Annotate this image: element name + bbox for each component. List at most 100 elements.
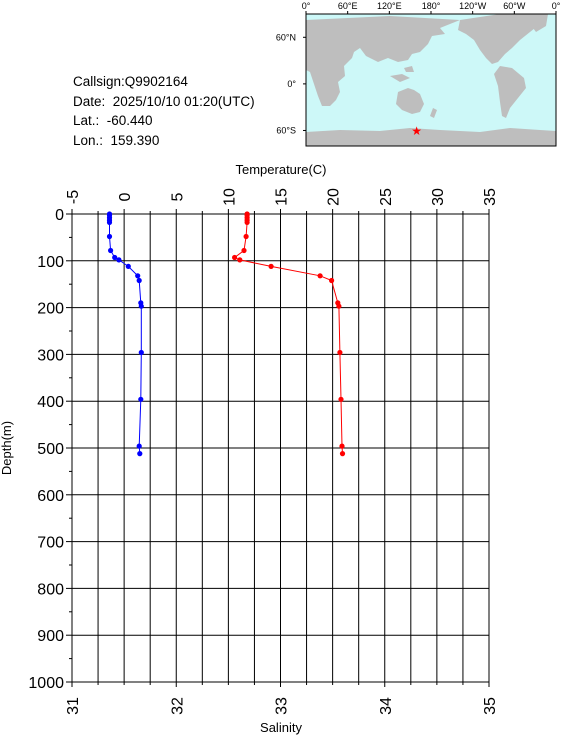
salinity-tick-label: 35 xyxy=(482,697,499,715)
temperature-data-point xyxy=(244,215,250,221)
salinity-data-point xyxy=(135,273,141,279)
temperature-tick-label: 5 xyxy=(169,192,186,201)
temperature-tick-label: 10 xyxy=(221,188,238,206)
depth-tick-label: 200 xyxy=(37,301,64,318)
temperature-data-point xyxy=(337,349,343,356)
temperature-tick-label: 15 xyxy=(274,188,291,206)
temperature-tick-label: -5 xyxy=(65,190,82,204)
map-land-australia xyxy=(396,88,424,114)
map-land-eurasia-africa xyxy=(306,16,460,106)
callsign-text: Callsign:Q9902164 xyxy=(73,74,188,89)
temperature-data-point xyxy=(244,217,250,223)
plot-frame xyxy=(71,213,490,683)
map-lon-label: 0° xyxy=(552,1,561,11)
salinity-tick-label: 32 xyxy=(169,697,186,715)
salinity-tick-labels: 31 32 33 34 35 xyxy=(65,697,499,715)
temperature-tick-labels: -5 0 5 10 15 20 25 30 35 xyxy=(65,188,499,206)
temperature-data-point xyxy=(244,212,250,218)
salinity-data-point xyxy=(106,211,113,217)
float-info: Callsign:Q9902164 Date: 2025/10/10 01:20… xyxy=(73,72,255,150)
map-land-africa-west xyxy=(302,60,306,72)
map-land xyxy=(302,14,556,146)
map-lon-label: 180° xyxy=(422,1,441,11)
temperature-axis-label: Temperature(C) xyxy=(235,162,326,177)
date-text: Date: 2025/10/10 01:20(UTC) xyxy=(73,93,255,109)
salinity-data-point xyxy=(125,263,131,269)
map-lon-label: 60°E xyxy=(338,1,358,11)
salinity-data-point xyxy=(138,396,144,402)
salinity-tick-label: 31 xyxy=(65,697,82,715)
temperature-tick-label: 25 xyxy=(378,188,395,206)
map-land-south-america xyxy=(494,66,526,118)
map-lat-label: 60°N xyxy=(276,32,296,42)
salinity-data-point xyxy=(137,451,143,457)
map-lon-label: 60°W xyxy=(503,1,526,11)
map-land-antarctica xyxy=(306,128,556,146)
temperature-data-point xyxy=(339,443,345,449)
salinity-data-point xyxy=(106,233,113,240)
depth-tick-label: 800 xyxy=(37,581,64,598)
map-land-north-america xyxy=(458,14,540,64)
salinity-data-point xyxy=(106,212,113,218)
depth-tick-label: 300 xyxy=(37,347,64,364)
salinity-data-point xyxy=(108,247,114,254)
salinity-data-point xyxy=(106,215,113,221)
salinity-tick-label: 34 xyxy=(378,697,395,715)
salinity-data-point xyxy=(136,443,142,449)
temperature-data-point xyxy=(243,233,249,240)
temperature-data-point xyxy=(336,303,342,309)
temperature-data-point xyxy=(268,263,274,269)
depth-tick-label: 1000 xyxy=(28,675,64,692)
float-location-marker: ★ xyxy=(411,124,422,138)
depth-tick-label: 600 xyxy=(37,488,64,505)
location-map: 0° 60°E 120°E 180° 120°W 60°W 0° 60°N 0° 60°S ★ xyxy=(276,1,561,147)
salinity-profile-line xyxy=(109,214,142,454)
depth-tick-label: 900 xyxy=(37,628,64,645)
salinity-data-point xyxy=(138,349,144,356)
map-lon-label: 120°E xyxy=(377,1,402,11)
temperature-data-point xyxy=(244,211,250,217)
depth-tick-label: 0 xyxy=(55,207,64,224)
map-longitude-labels: 0° 60°E 120°E 180° 120°W 60°W 0° xyxy=(302,1,561,11)
map-land-indonesia xyxy=(390,66,414,82)
temperature-data-point xyxy=(232,254,238,261)
temperature-data-point xyxy=(241,247,247,254)
depth-tick-label: 400 xyxy=(37,394,64,411)
salinity-data-point xyxy=(116,257,122,263)
map-lat-label: 60°S xyxy=(276,125,296,135)
temperature-data-point xyxy=(339,451,346,457)
temperature-data-point xyxy=(317,273,323,279)
salinity-axis-label: Salinity xyxy=(260,720,302,735)
salinity-data-point xyxy=(106,217,113,223)
temperature-data-point xyxy=(244,219,250,225)
salinity-data-point xyxy=(138,303,144,309)
chart-grid xyxy=(72,214,489,682)
temperature-tick-label: 20 xyxy=(326,188,343,206)
temperature-data-point xyxy=(329,277,335,284)
map-land-new-zealand xyxy=(430,108,437,118)
map-land-greenland xyxy=(526,14,548,32)
salinity-data-point xyxy=(112,254,118,261)
depth-tick-label: 100 xyxy=(37,254,64,271)
latitude-text: Lat.: -60.440 xyxy=(73,113,153,128)
map-lon-label: 0° xyxy=(302,1,311,11)
temperature-tick-label: 35 xyxy=(482,188,499,206)
salinity-tick-label: 33 xyxy=(274,697,291,715)
map-latitude-labels: 60°N 0° 60°S xyxy=(276,32,297,135)
salinity-data-point xyxy=(136,277,142,284)
depth-axis-label: Depth(m) xyxy=(0,421,14,475)
temperature-data-point xyxy=(335,300,341,306)
depth-tick-label: 700 xyxy=(37,535,64,552)
map-lat-label: 0° xyxy=(287,79,296,89)
profile-series xyxy=(106,211,346,457)
axis-ticks xyxy=(66,209,490,687)
temperature-data-point xyxy=(237,257,243,263)
temperature-data-point xyxy=(338,396,344,402)
temperature-tick-label: 30 xyxy=(430,188,447,206)
longitude-text: Lon.: 159.390 xyxy=(73,132,160,148)
map-lon-label: 120°W xyxy=(459,1,487,11)
temperature-profile-line xyxy=(233,214,343,454)
salinity-data-point xyxy=(106,219,113,225)
depth-tick-label: 500 xyxy=(37,441,64,458)
map-ticks xyxy=(303,11,557,131)
